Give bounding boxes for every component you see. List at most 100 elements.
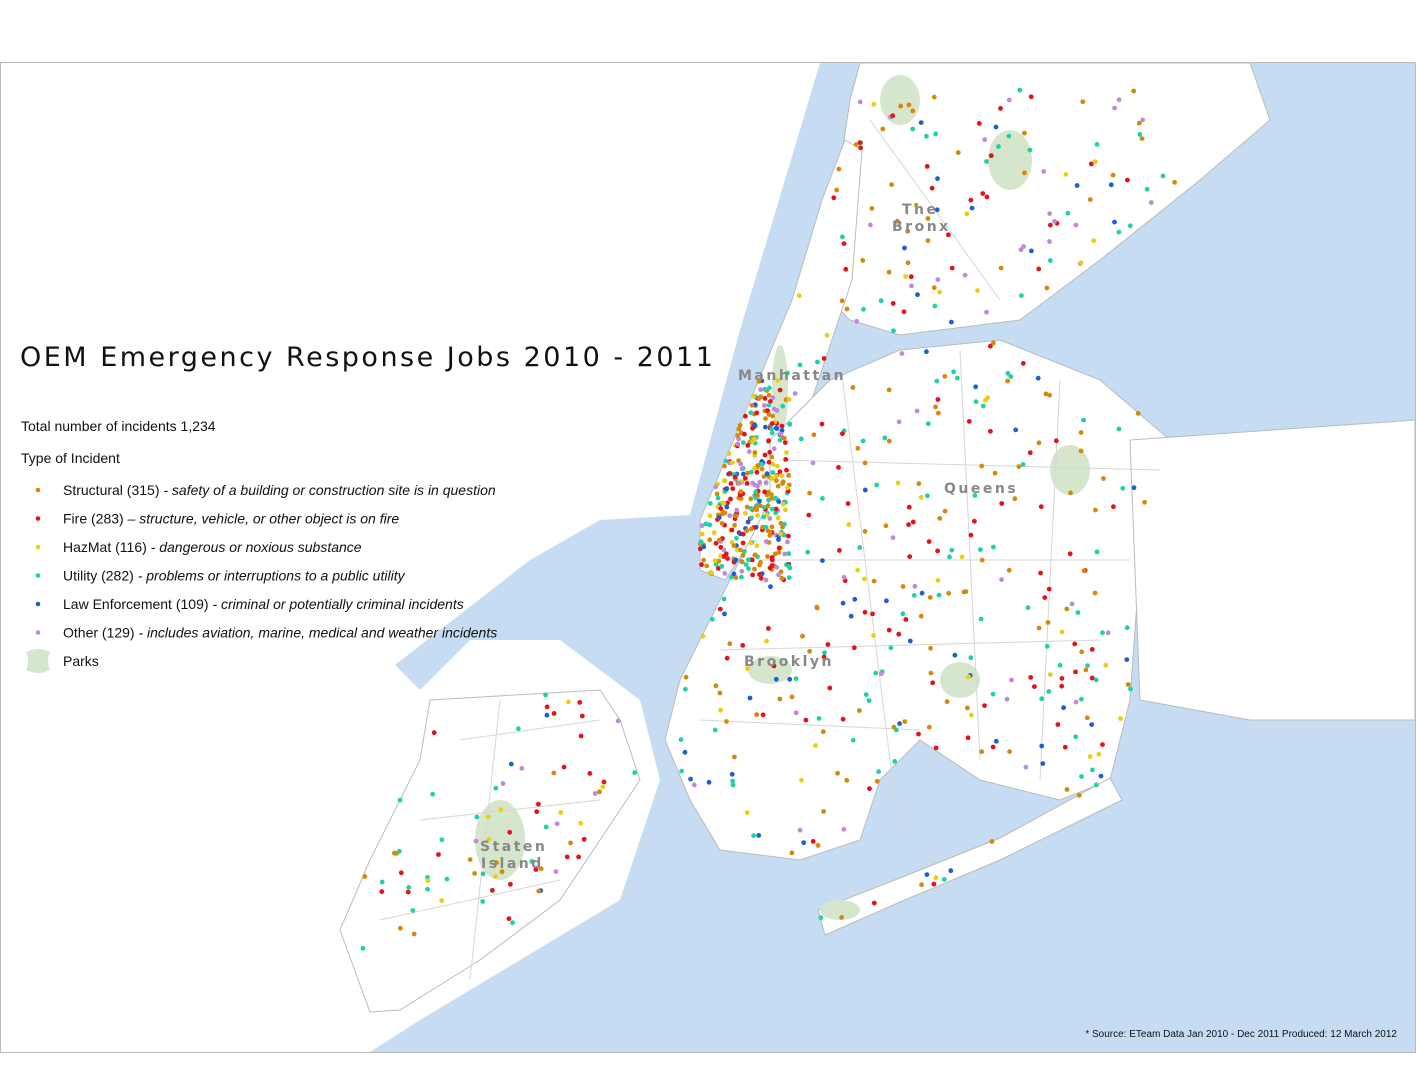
incident-dot — [776, 537, 781, 542]
park — [988, 130, 1032, 190]
incident-dot — [745, 443, 751, 448]
incident-dot — [739, 568, 745, 574]
incident-dot — [767, 449, 773, 455]
incident-dot — [766, 392, 772, 398]
incident-dot — [979, 557, 985, 563]
incident-dot — [926, 539, 932, 544]
incident-dot — [752, 436, 757, 442]
incident-dot — [1041, 169, 1047, 174]
incident-dot — [473, 838, 479, 844]
incident-dot — [814, 604, 820, 610]
incident-dot — [731, 571, 737, 577]
incident-dot — [683, 686, 688, 692]
incident-dot — [769, 506, 775, 512]
incident-dot — [800, 633, 805, 639]
incident-dot — [439, 837, 445, 843]
source-note: * Source: ETeam Data Jan 2010 - Dec 2011… — [1085, 1029, 1397, 1040]
incident-dot — [770, 470, 776, 475]
incident-dot — [740, 540, 746, 546]
incident-dot — [871, 101, 877, 107]
legend-item: HazMat (116) - dangerous or noxious subs… — [63, 539, 362, 555]
incident-dot — [988, 343, 993, 349]
incident-dot — [984, 309, 989, 315]
incident-dot — [436, 852, 441, 857]
incident-dot — [759, 461, 765, 467]
incident-dot — [912, 583, 918, 589]
incident-dot — [745, 666, 750, 672]
incident-dot — [558, 810, 564, 815]
borough-label: Queens — [944, 481, 1018, 497]
incident-dot — [769, 492, 774, 497]
incident-dot — [734, 507, 740, 513]
incident-dot — [1093, 507, 1098, 513]
incident-dot — [1078, 430, 1084, 435]
incident-dot — [789, 694, 795, 700]
incident-dot — [743, 510, 748, 516]
incident-dot — [1009, 677, 1014, 683]
incident-dot — [871, 633, 876, 638]
incident-dot — [1089, 675, 1095, 681]
incident-dot — [1044, 643, 1050, 649]
incident-dot — [954, 375, 960, 381]
incident-dot — [1087, 754, 1093, 759]
incident-dot — [910, 519, 916, 525]
incident-dot — [1088, 161, 1094, 167]
park — [1050, 445, 1090, 495]
incident-dot — [1021, 244, 1026, 249]
incident-dot — [743, 413, 748, 419]
incident-dot — [989, 839, 995, 844]
incident-dot — [1063, 172, 1069, 177]
incident-dot — [769, 524, 775, 530]
incident-dot — [763, 524, 769, 530]
legend-item: Structural (315) - safety of a building … — [63, 482, 496, 498]
legend-description: - dangerous or noxious substance — [151, 539, 362, 555]
incident-dot — [701, 557, 706, 563]
legend-name: Fire (283) — [63, 511, 124, 527]
incident-dot — [742, 476, 748, 481]
incident-dot — [739, 466, 745, 472]
incident-dot — [486, 836, 492, 842]
incident-dot — [1081, 568, 1087, 574]
incident-dot — [935, 277, 941, 283]
incident-dot — [576, 854, 581, 860]
incident-dot — [1053, 438, 1059, 444]
incident-dot — [919, 590, 925, 596]
incident-dot — [1017, 87, 1023, 93]
incident-dot — [944, 699, 950, 704]
incident-dot — [1090, 767, 1095, 773]
incident-dot — [755, 513, 760, 518]
incident-dot — [776, 572, 781, 578]
incident-dot — [780, 524, 785, 530]
incident-dot — [818, 915, 824, 921]
incident-dot — [882, 435, 888, 441]
incident-dot — [807, 490, 812, 496]
incident-dot — [918, 613, 924, 619]
incident-dot — [1029, 248, 1034, 254]
incident-dot — [757, 572, 762, 577]
incident-dot — [1160, 173, 1166, 179]
incident-dot — [936, 410, 941, 416]
incident-dot — [924, 872, 930, 877]
incident-dot — [1046, 689, 1052, 694]
incident-dot — [797, 827, 803, 833]
incident-dot — [1075, 610, 1081, 615]
incident-dot — [699, 523, 705, 529]
park — [820, 900, 860, 920]
incident-dot — [1047, 239, 1052, 244]
incident-dot — [786, 473, 791, 478]
map-title: OEM Emergency Response Jobs 2010 - 2011 — [20, 342, 715, 373]
incident-dot — [763, 424, 768, 430]
incident-dot — [840, 234, 845, 240]
incident-dot — [932, 303, 938, 309]
incident-dot — [860, 258, 866, 263]
incident-dot — [1025, 605, 1031, 611]
incident-dot — [1080, 99, 1086, 105]
incident-dot — [778, 431, 784, 437]
borough-label: Island — [481, 856, 544, 872]
incident-dot — [1036, 440, 1042, 446]
incident-dot — [379, 889, 385, 894]
incident-dot — [787, 676, 793, 682]
incident-dot — [844, 777, 850, 783]
long-island-land — [1129, 419, 1416, 721]
incident-dot — [410, 908, 416, 913]
